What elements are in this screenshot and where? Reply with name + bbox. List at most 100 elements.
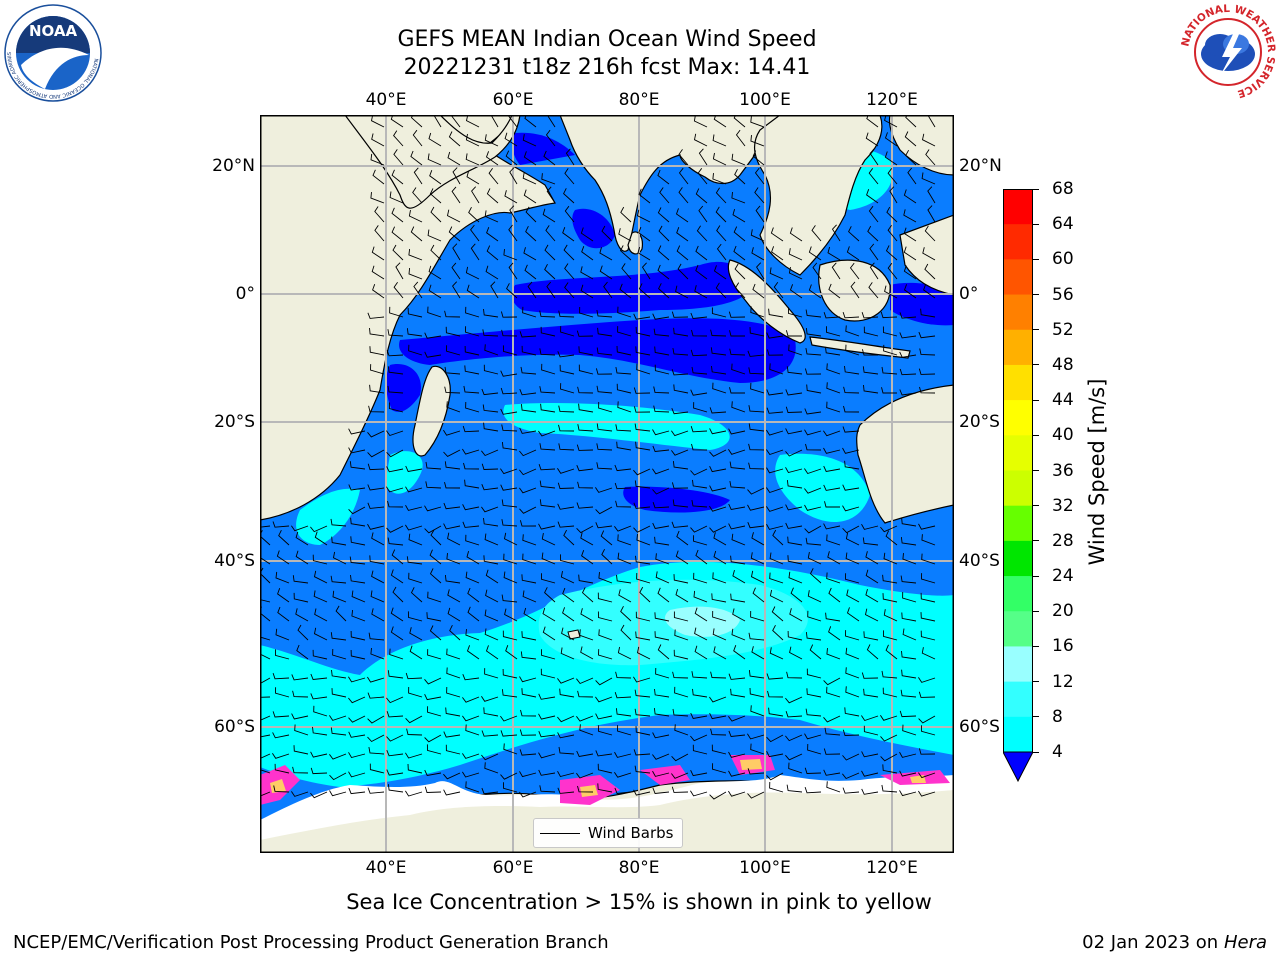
wind-barb <box>490 115 499 128</box>
wind-barb <box>887 168 898 185</box>
wind-barb <box>314 608 328 622</box>
wind-barb <box>427 153 442 166</box>
wind-barb <box>546 186 556 204</box>
wind-barb <box>712 628 727 641</box>
wind-barb <box>427 706 442 717</box>
wind-barb <box>293 745 309 755</box>
lon-label-bottom-80e: 80°E <box>618 858 660 878</box>
wind-barb <box>275 571 290 584</box>
wind-barb <box>445 326 461 337</box>
colorbar-bin <box>1003 364 1033 401</box>
wind-barb <box>538 523 556 530</box>
wind-barb <box>713 646 727 660</box>
wind-barb <box>519 771 537 778</box>
wind-barb <box>370 115 385 128</box>
wind-barb <box>424 505 442 512</box>
wind-barb <box>880 525 898 533</box>
wind-barb <box>639 586 651 603</box>
wind-barb <box>260 696 271 698</box>
wind-barb <box>867 225 879 242</box>
wind-barb <box>732 208 746 223</box>
wind-barb <box>519 468 537 476</box>
wind-barb <box>519 506 537 514</box>
wind-barb <box>368 632 385 641</box>
wind-barb <box>389 306 404 318</box>
wind-barb <box>524 115 537 128</box>
wind-barb <box>633 406 651 413</box>
wind-barb <box>881 387 897 394</box>
wind-barb <box>921 534 936 546</box>
wind-barb <box>503 743 518 755</box>
wind-barb <box>657 644 670 660</box>
wind-barb <box>370 590 385 603</box>
wind-barb <box>842 484 860 491</box>
wind-barb <box>880 714 898 721</box>
wind-barb <box>728 673 746 680</box>
wind-barb <box>831 224 841 242</box>
wind-barb <box>563 188 575 204</box>
wind-barb <box>465 115 480 128</box>
wind-barb <box>332 551 347 565</box>
lon-label-top-60e: 60°E <box>492 90 534 110</box>
wind-barb <box>485 569 499 584</box>
wind-barb <box>484 533 499 546</box>
wind-barb <box>804 525 822 534</box>
sea-ice-concentration-pink <box>260 755 950 805</box>
wind-barb <box>861 523 879 530</box>
wind-barb <box>260 791 271 797</box>
wind-barb <box>367 463 385 471</box>
wind-barb <box>752 150 765 166</box>
wind-barb <box>560 571 575 584</box>
wind-barb <box>659 187 670 204</box>
wind-barb <box>409 645 423 660</box>
wind-barb <box>557 787 575 794</box>
wind-band-8-12 <box>775 453 870 522</box>
wind-barb <box>918 715 936 724</box>
wind-barb <box>540 326 556 337</box>
wind-barb <box>709 449 727 457</box>
wind-barb <box>790 587 803 603</box>
wind-barb <box>500 370 518 377</box>
wind-barb <box>597 611 613 622</box>
wind-barb <box>748 632 765 641</box>
wind-barb <box>731 191 746 204</box>
wind-barb <box>657 169 670 185</box>
wind-barb <box>786 480 803 489</box>
wind-barb <box>927 186 936 204</box>
wind-barb <box>786 784 803 793</box>
wind-barb <box>614 771 632 778</box>
wind-barb <box>581 587 594 603</box>
wind-barb <box>559 364 575 375</box>
wind-barb <box>462 504 480 511</box>
wind-barb <box>804 468 822 475</box>
wind-barb <box>500 730 518 737</box>
wind-barb <box>698 148 708 166</box>
wind-barb <box>538 693 556 700</box>
wind-barb <box>805 327 822 337</box>
wind-barb <box>520 366 537 375</box>
wind-barb <box>880 734 898 742</box>
wind-barb <box>372 284 385 299</box>
wind-barb <box>484 628 499 641</box>
lat-label-right-0: 0° <box>959 284 979 304</box>
wind-barb <box>848 226 860 242</box>
wind-barb <box>615 367 632 375</box>
wind-barb <box>710 671 727 679</box>
wind-barb <box>579 629 594 641</box>
wind-barb <box>424 769 442 777</box>
wind-barb <box>785 467 803 474</box>
wind-barb <box>386 734 404 742</box>
wind-barb <box>410 226 423 242</box>
wind-barb <box>427 591 442 603</box>
wind-barb <box>728 428 746 435</box>
wind-barb <box>771 246 784 261</box>
wind-barb <box>391 207 404 223</box>
lat-label-left-0: 0° <box>235 284 255 304</box>
wind-barb <box>465 133 480 147</box>
wind-barb <box>389 191 404 204</box>
wind-barb <box>806 384 822 394</box>
wind-barb <box>260 599 271 603</box>
wind-barb <box>752 283 765 299</box>
wind-barb <box>557 732 575 739</box>
wind-barb <box>539 480 556 489</box>
